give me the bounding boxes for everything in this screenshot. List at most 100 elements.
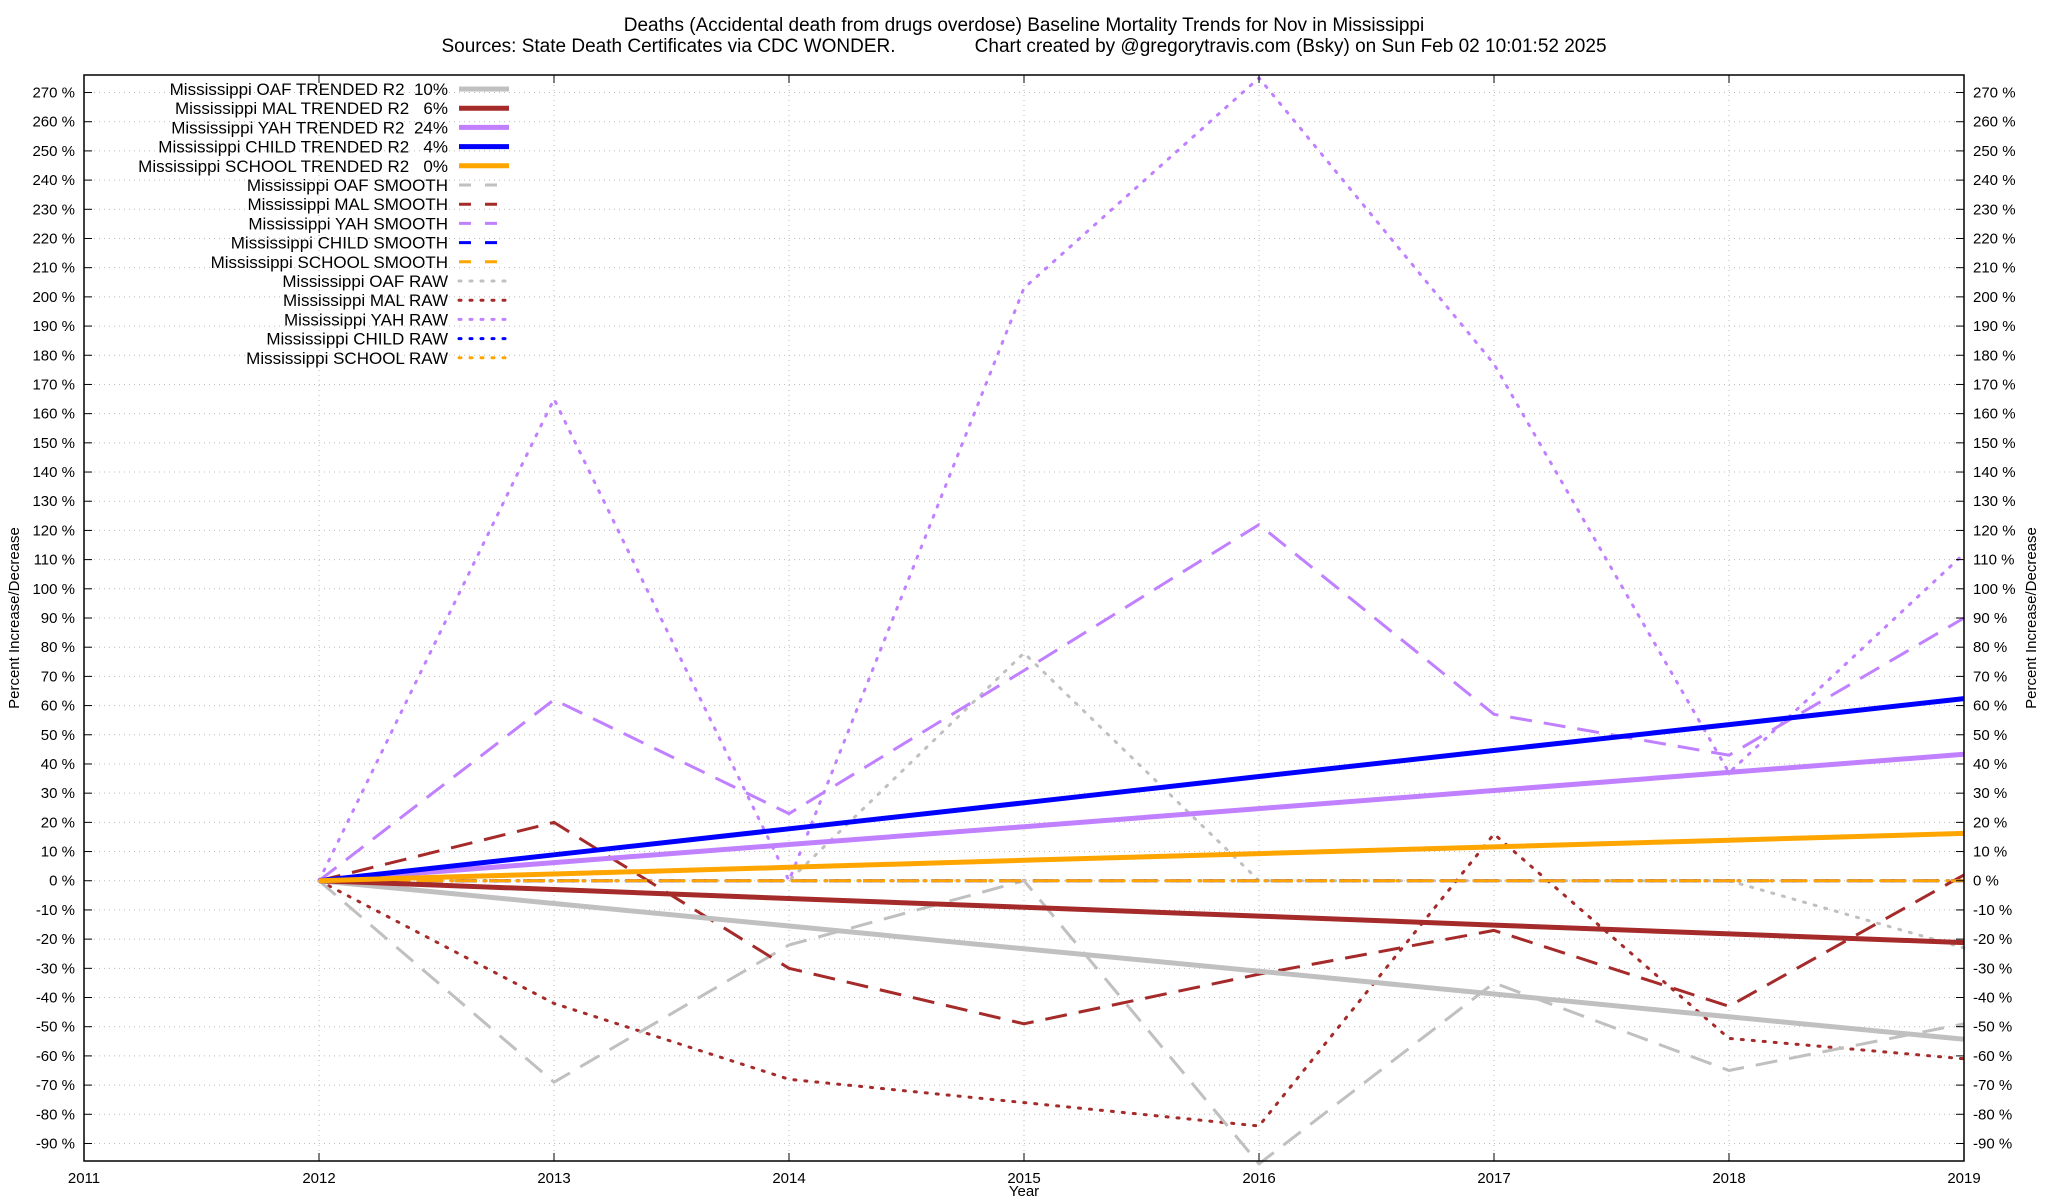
grid — [84, 75, 1964, 1161]
y-tick-label-right: 230 % — [1973, 201, 2016, 218]
y-tick-label-left: 210 % — [32, 260, 75, 277]
y-tick-label-right: 10 % — [1973, 844, 2007, 861]
y-tick-label-left: 70 % — [41, 668, 75, 685]
y-tick-label-right: 250 % — [1973, 143, 2016, 160]
y-tick-label-right: 270 % — [1973, 85, 2016, 102]
y-tick-label-left: 240 % — [32, 172, 75, 189]
y-tick-label-left: 120 % — [32, 522, 75, 539]
y-tick-label-left: 110 % — [34, 552, 75, 569]
legend-label: Mississippi CHILD TRENDED R2 4% — [158, 138, 448, 157]
x-axis-label: Year — [1009, 1183, 1039, 1200]
y-tick-label-left: -10 % — [36, 902, 75, 919]
legend-label: Mississippi OAF RAW — [282, 272, 448, 291]
legend-label: Mississippi YAH SMOOTH — [248, 214, 448, 233]
y-tick-label-right: 220 % — [1973, 230, 2016, 247]
y-tick-label-left: 190 % — [32, 318, 75, 335]
x-tick-label: 2018 — [1712, 1170, 1745, 1187]
y-tick-label-right: 50 % — [1973, 727, 2007, 744]
y-tick-label-left: 250 % — [32, 143, 75, 160]
y-axis-label-right: Percent Increase/Decrease — [2023, 527, 2040, 709]
y-tick-label-right: 170 % — [1973, 376, 2016, 393]
y-tick-label-right: 130 % — [1973, 493, 2016, 510]
y-tick-label-right: -60 % — [1973, 1048, 2012, 1065]
y-tick-label-left: 200 % — [32, 289, 75, 306]
series-line-mississippi-yah-smooth — [318, 523, 1965, 882]
series-line-mississippi-school-trended-r2-0 — [318, 830, 1965, 884]
x-tick-label: 2019 — [1947, 1170, 1980, 1187]
series-line-mississippi-oaf-smooth — [318, 879, 1965, 1166]
y-tick-label-right: -30 % — [1973, 960, 2012, 977]
legend-label: Mississippi YAH RAW — [284, 310, 448, 329]
y-tick-label-right: 30 % — [1973, 785, 2007, 802]
legend-label: Mississippi SCHOOL SMOOTH — [211, 253, 448, 272]
series-line-mississippi-mal-raw — [317, 832, 1966, 1128]
y-tick-label-left: -60 % — [36, 1048, 75, 1065]
y-tick-label-left: 220 % — [32, 230, 75, 247]
y-tick-label-right: 40 % — [1973, 756, 2007, 773]
y-tick-label-left: 40 % — [41, 756, 75, 773]
y-tick-label-right: -20 % — [1973, 931, 2012, 948]
y-tick-label-left: -70 % — [36, 1077, 75, 1094]
y-tick-label-left: 160 % — [32, 406, 75, 423]
y-tick-label-right: -50 % — [1973, 1019, 2012, 1036]
y-tick-label-right: 150 % — [1973, 435, 2016, 452]
x-tick-label: 2011 — [68, 1170, 100, 1187]
y-tick-label-right: 240 % — [1973, 172, 2016, 189]
y-tick-label-right: 80 % — [1973, 639, 2007, 656]
y-tick-label-right: 260 % — [1973, 114, 2016, 131]
y-tick-label-right: -90 % — [1973, 1135, 2012, 1152]
series-group — [317, 76, 1966, 1166]
legend-label: Mississippi CHILD RAW — [266, 330, 448, 349]
y-tick-label-left: 100 % — [32, 581, 75, 598]
x-tick-label: 2013 — [537, 1170, 570, 1187]
y-tick-label-left: 170 % — [32, 376, 75, 393]
y-tick-label-left: 150 % — [32, 435, 75, 452]
y-tick-label-right: 60 % — [1973, 698, 2007, 715]
x-tick-label: 2015 — [1007, 1170, 1040, 1187]
ticks: 2011 2012 2013 2014 2015 2016 2017 2018 2019 270 … — [32, 75, 2016, 1187]
y-tick-label-right: 120 % — [1973, 522, 2016, 539]
y-tick-label-left: 140 % — [32, 464, 75, 481]
legend-label: Mississippi OAF SMOOTH — [247, 176, 448, 195]
y-tick-label-right: -80 % — [1973, 1106, 2012, 1123]
series-line-mississippi-mal-trended-r2-6 — [318, 878, 1965, 946]
x-tick-label: 2016 — [1242, 1170, 1275, 1187]
series-line-mississippi-oaf-trended-r2-10 — [318, 878, 1965, 1042]
x-tick-label: 2017 — [1477, 1170, 1510, 1187]
x-tick-label: 2014 — [772, 1170, 805, 1187]
y-tick-label-left: 0 % — [49, 873, 75, 890]
legend-label: Mississippi SCHOOL TRENDED R2 0% — [138, 157, 448, 176]
y-tick-label-right: 140 % — [1973, 464, 2016, 481]
y-tick-label-right: 110 % — [1973, 552, 2014, 569]
y-tick-label-right: 160 % — [1973, 406, 2016, 423]
y-axis-label-left: Percent Increase/Decrease — [6, 527, 23, 709]
legend-label: Mississippi MAL TRENDED R2 6% — [175, 99, 448, 118]
legend-label: Mississippi OAF TRENDED R2 10% — [170, 80, 448, 99]
y-tick-label-left: 10 % — [41, 844, 75, 861]
y-tick-label-left: 90 % — [41, 610, 75, 627]
y-tick-label-left: 30 % — [41, 785, 75, 802]
chart-subtitle: Sources: State Death Certificates via CD… — [441, 36, 1606, 57]
y-tick-label-right: 70 % — [1973, 668, 2007, 685]
y-tick-label-right: 20 % — [1973, 814, 2007, 831]
y-tick-label-left: 50 % — [41, 727, 75, 744]
y-tick-label-right: 190 % — [1973, 318, 2016, 335]
legend-label: Mississippi MAL SMOOTH — [247, 195, 448, 214]
y-tick-label-right: -40 % — [1973, 990, 2012, 1007]
y-tick-label-left: 130 % — [32, 493, 75, 510]
y-tick-label-right: 0 % — [1973, 873, 1999, 890]
y-tick-label-right: -10 % — [1973, 902, 2012, 919]
y-tick-label-left: -50 % — [36, 1019, 75, 1036]
y-tick-label-right: -70 % — [1973, 1077, 2012, 1094]
legend-label: Mississippi YAH TRENDED R2 24% — [171, 118, 448, 137]
y-tick-label-left: 180 % — [32, 347, 75, 364]
x-tick-label: 2012 — [302, 1170, 335, 1187]
y-tick-label-left: -40 % — [36, 990, 75, 1007]
y-tick-label-left: -90 % — [36, 1135, 75, 1152]
legend-label: Mississippi MAL RAW — [283, 291, 448, 310]
y-tick-label-left: 230 % — [32, 201, 75, 218]
y-tick-label-right: 210 % — [1973, 260, 2016, 277]
y-tick-label-left: -20 % — [36, 931, 75, 948]
series-line-mississippi-yah-trended-r2-24 — [318, 751, 1965, 884]
